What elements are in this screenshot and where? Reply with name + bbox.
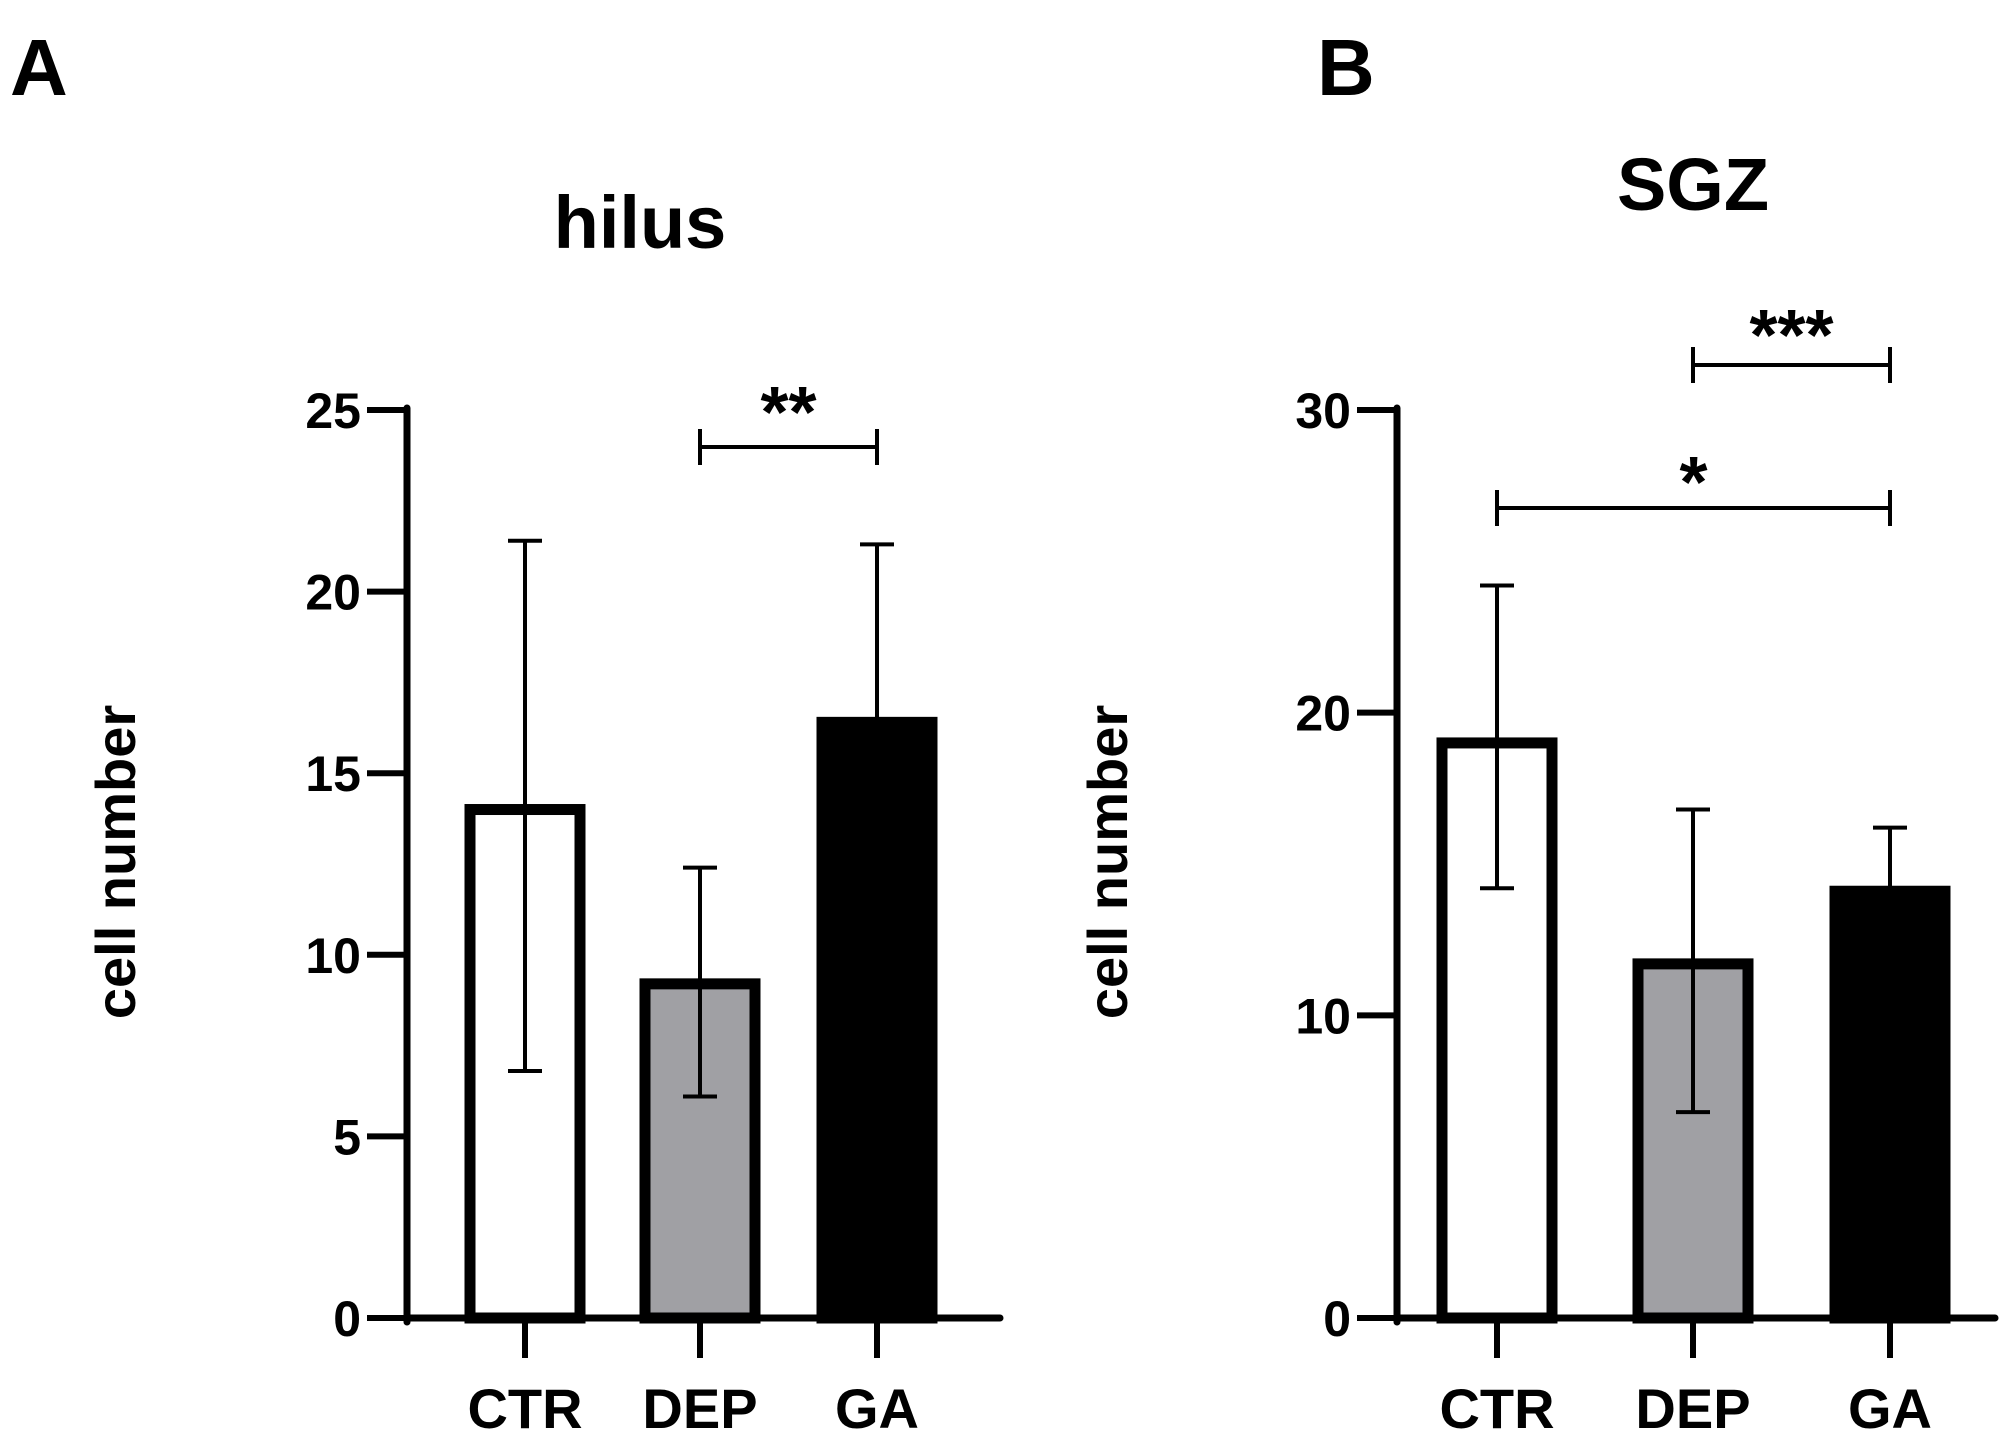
y-axis-label: cell number [1076, 705, 1139, 1019]
chart-title: hilus [554, 181, 727, 264]
significance-label: *** [1749, 296, 1833, 376]
panel-letter: B [1317, 23, 1375, 112]
y-tick-label: 5 [333, 1109, 361, 1165]
chart-title: SGZ [1617, 143, 1769, 226]
y-tick-label: 20 [1295, 686, 1351, 742]
bar-ga [1829, 885, 1951, 1324]
y-tick-label: 10 [1295, 988, 1351, 1044]
panel-letter: A [10, 23, 68, 112]
category-label: CTR [1439, 1377, 1554, 1440]
significance-label: ** [760, 373, 816, 453]
category-label: DEP [642, 1377, 757, 1440]
y-tick-label: 20 [305, 565, 361, 621]
y-tick-label: 30 [1295, 383, 1351, 439]
y-tick-label: 10 [305, 928, 361, 984]
category-label: GA [835, 1377, 919, 1440]
category-label: DEP [1635, 1377, 1750, 1440]
category-label: GA [1848, 1377, 1932, 1440]
significance-label: * [1679, 443, 1707, 523]
y-axis-label: cell number [84, 705, 147, 1019]
y-tick-label: 0 [1323, 1291, 1351, 1347]
y-tick-label: 25 [305, 383, 361, 439]
y-tick-label: 15 [305, 746, 361, 802]
y-tick-label: 0 [333, 1291, 361, 1347]
category-label: CTR [467, 1377, 582, 1440]
bar-ga [816, 716, 938, 1324]
